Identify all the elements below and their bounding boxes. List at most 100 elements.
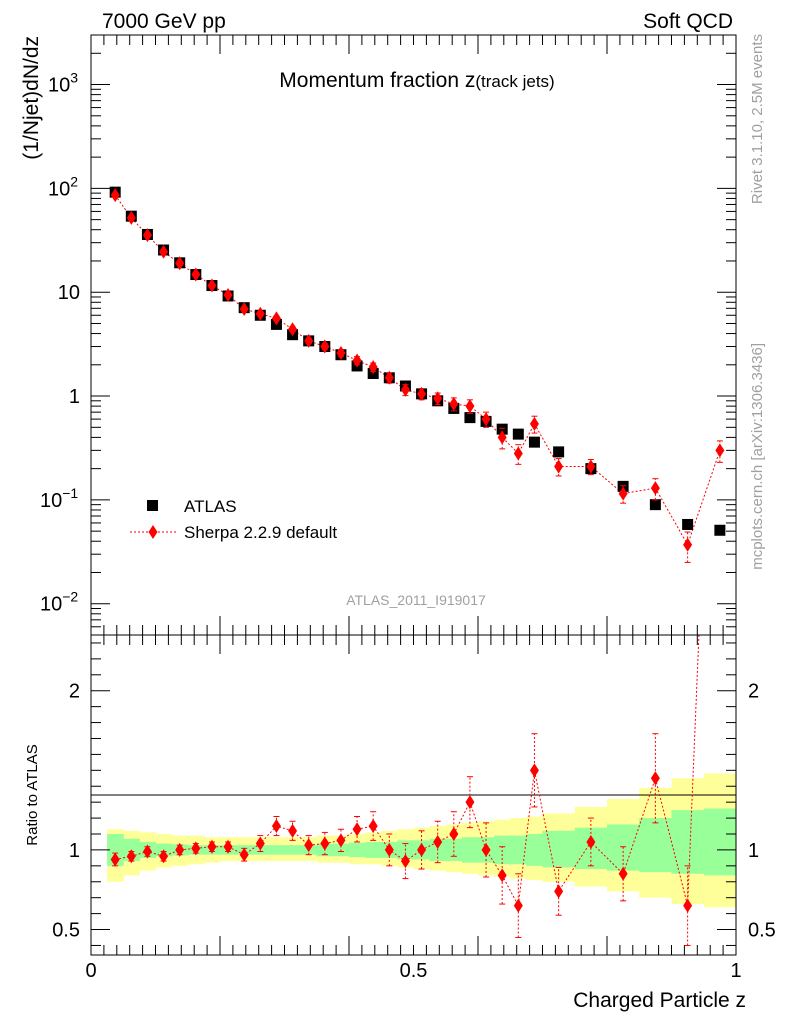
- ratio-point: [529, 763, 539, 778]
- sherpa-point: [465, 399, 475, 414]
- main-ytick-exponent: 2: [70, 173, 78, 189]
- ratio-band-inner: [671, 810, 705, 874]
- sherpa-point: [288, 322, 298, 337]
- ratio-point: [384, 842, 394, 857]
- legend-atlas-marker: [147, 500, 158, 511]
- atlas-point: [682, 518, 694, 530]
- ratio-point: [481, 842, 491, 857]
- ratio-point: [175, 842, 185, 857]
- legend-atlas-label: ATLAS: [184, 497, 237, 516]
- ratio-point: [513, 898, 523, 913]
- ratio-band-inner: [461, 837, 479, 863]
- main-ytick-exponent: −2: [62, 589, 78, 605]
- main-ytick-label: 102: [48, 173, 78, 200]
- ratio-point: [239, 847, 249, 862]
- sherpa-point: [529, 416, 539, 431]
- ratio-band-inner: [542, 830, 576, 868]
- main-series: [109, 186, 726, 563]
- ratio-ytick-label-right: 0.5: [748, 920, 776, 942]
- ratio-point: [554, 884, 564, 899]
- main-ytick-base: 10: [58, 282, 80, 304]
- ratio-point: [223, 839, 233, 854]
- ratio-ticks: [90, 635, 737, 955]
- main-title: Momentum fraction z(track jets): [279, 69, 554, 92]
- ratio-band-inner: [268, 845, 285, 855]
- header-right: Soft QCD: [643, 10, 733, 33]
- sherpa-point: [513, 446, 523, 461]
- ratio-point: [352, 822, 362, 837]
- sherpa-point: [449, 396, 459, 411]
- ratio-point: [271, 819, 281, 834]
- main-ytick-label: 10−2: [40, 589, 78, 616]
- ratio-point: [110, 852, 120, 867]
- sherpa-point: [433, 391, 443, 406]
- main-ytick-label: 1: [69, 386, 80, 408]
- ratio-point: [449, 827, 459, 842]
- header-left: 7000 GeV pp: [102, 10, 226, 33]
- sherpa-point: [207, 278, 217, 293]
- atlas-point: [496, 423, 508, 435]
- ratio-point: [142, 844, 152, 859]
- ratio-point: [417, 842, 427, 857]
- sherpa-point: [126, 210, 136, 225]
- sherpa-point: [320, 339, 330, 354]
- ratio-xtick-labels: 0 0.5 1: [85, 960, 741, 982]
- main-frame: [90, 34, 737, 636]
- main-panel: Momentum fraction z(track jets) (1/Njet)…: [20, 34, 737, 636]
- ratio-point: [191, 841, 201, 856]
- ratio-xtick-label: 0: [85, 960, 96, 982]
- sherpa-point: [110, 188, 120, 203]
- ratio-ytick-label-left: 2: [69, 681, 80, 703]
- ratio-point: [336, 833, 346, 848]
- main-ytick-label: 103: [48, 70, 78, 97]
- sherpa-point: [400, 382, 410, 397]
- main-title-main: Momentum fraction z: [279, 69, 475, 92]
- ratio-band-inner: [349, 842, 366, 858]
- legend-sherpa-marker: [148, 525, 158, 539]
- sherpa-point: [683, 537, 693, 552]
- analysis-id-label: ATLAS_2011_I919017: [346, 592, 486, 608]
- sherpa-point: [586, 459, 596, 474]
- ratio-y-axis-label: Ratio to ATLAS: [24, 744, 41, 845]
- ratio-ytick-label-left: 0.5: [52, 920, 80, 942]
- main-ytick-label: 10−1: [40, 485, 78, 512]
- main-y-axis-label: (1/Njet)dN/dz: [20, 36, 43, 160]
- ratio-point: [304, 838, 314, 853]
- sherpa-point: [175, 256, 185, 271]
- atlas-point: [714, 524, 726, 536]
- main-ytick-base: 10: [48, 75, 70, 97]
- main-ytick-base: 10: [40, 490, 62, 512]
- sherpa-point: [481, 412, 491, 427]
- sherpa-point: [368, 360, 378, 375]
- sherpa-point: [142, 228, 152, 243]
- sherpa-point: [554, 459, 564, 474]
- sherpa-point: [223, 288, 233, 303]
- ratio-point: [320, 836, 330, 851]
- ratio-point: [207, 839, 217, 854]
- ratio-xtick-label: 0.5: [400, 960, 428, 982]
- ratio-point: [683, 898, 693, 913]
- main-ytick-exponent: −1: [62, 485, 78, 501]
- sherpa-point: [384, 370, 394, 385]
- ratio-frame: [90, 634, 737, 956]
- sherpa-point: [255, 306, 265, 321]
- ratio-band-inner: [703, 808, 736, 876]
- ratio-band-inner: [365, 841, 382, 858]
- ratio-point: [126, 849, 136, 864]
- rivet-version-label: Rivet 3.1.10, 2.5M events: [749, 34, 766, 204]
- ratio-point: [400, 854, 410, 869]
- atlas-point: [464, 412, 476, 424]
- sherpa-point: [650, 481, 660, 496]
- ratio-band-inner: [284, 845, 302, 855]
- ratio-band-inner: [639, 818, 672, 873]
- ratio-sherpa-line: [115, 635, 700, 908]
- sherpa-line: [114, 194, 721, 546]
- atlas-point: [528, 436, 540, 448]
- atlas-point: [512, 428, 524, 440]
- ratio-band-inner: [510, 835, 527, 865]
- ratio-point: [618, 866, 628, 881]
- ratio-point: [288, 823, 298, 838]
- sherpa-point: [417, 386, 427, 401]
- main-ytick-base: 10: [48, 178, 70, 200]
